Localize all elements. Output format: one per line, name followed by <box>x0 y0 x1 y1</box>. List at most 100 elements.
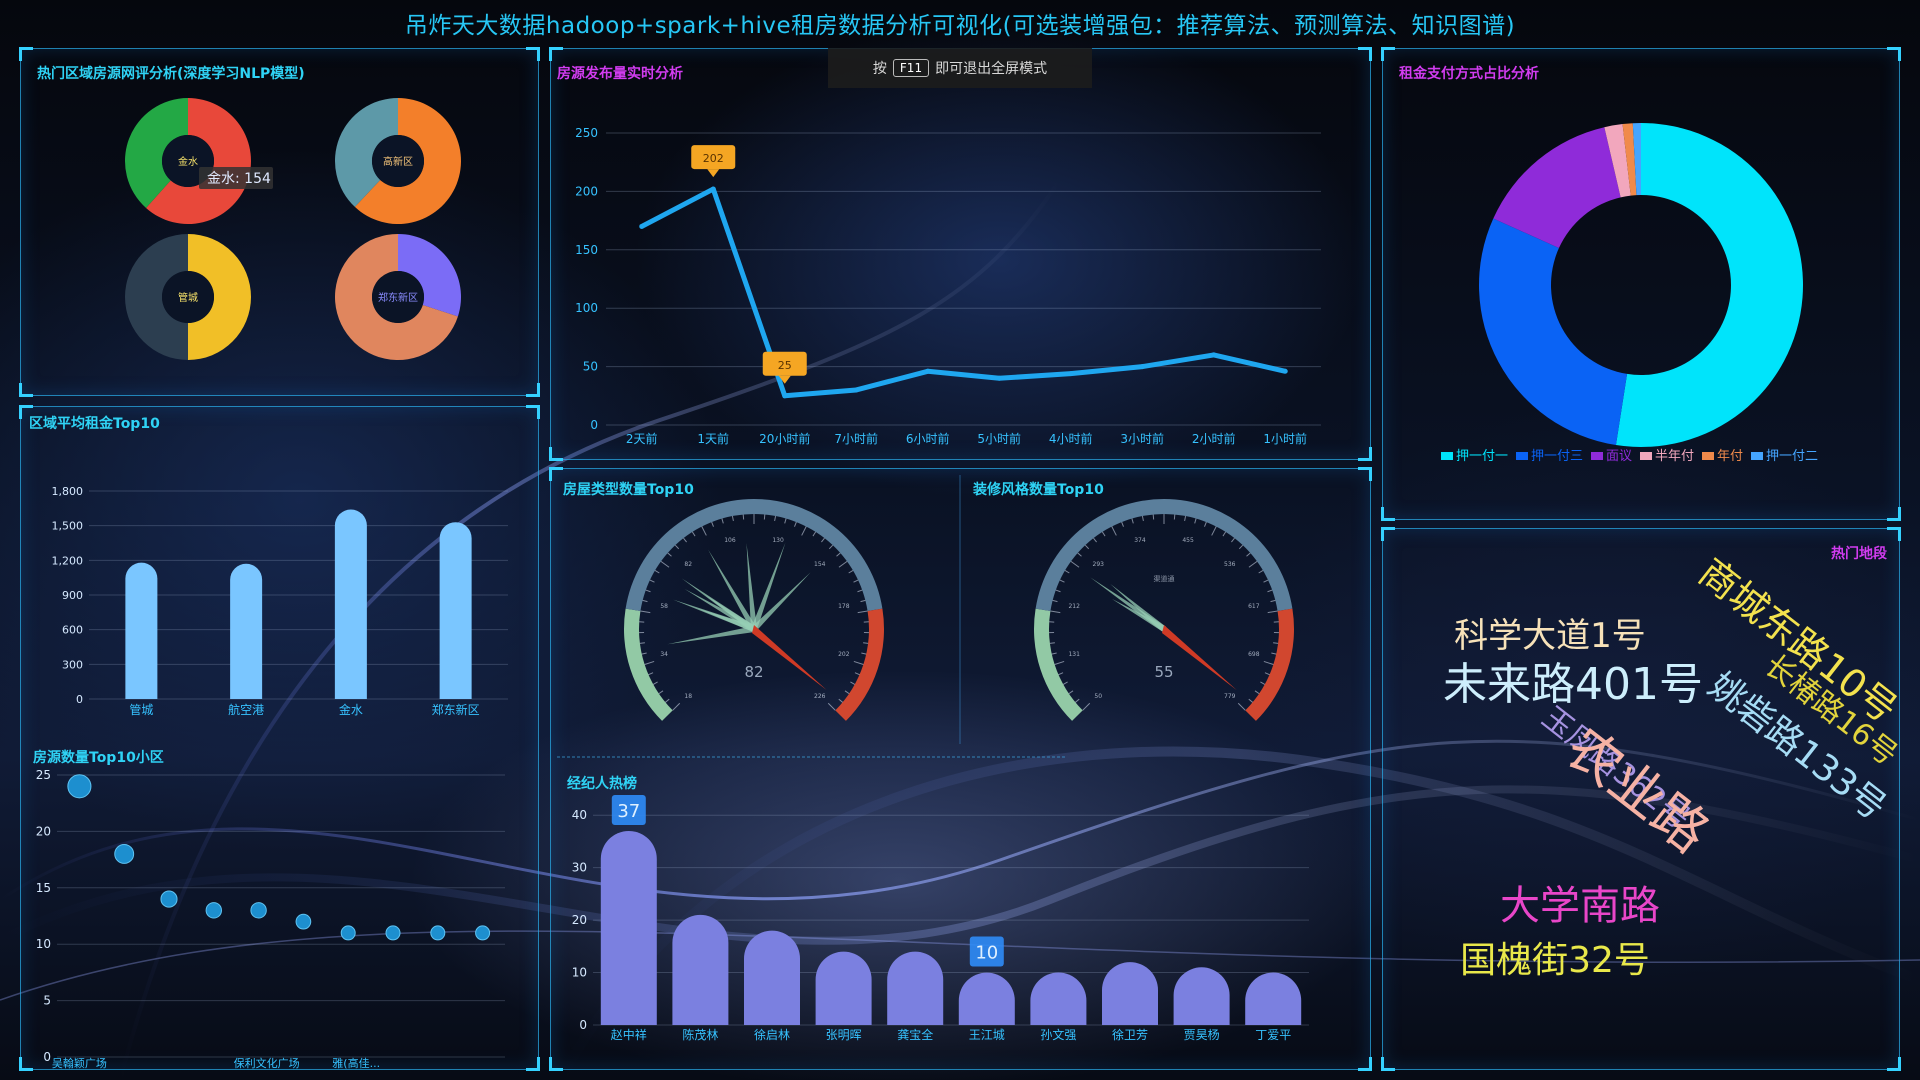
gauge-1-tick-38 <box>1267 589 1273 593</box>
payment-slice-3 <box>1604 124 1631 198</box>
agents-xtick-2: 徐启林 <box>754 1027 790 1042</box>
realtime-series-line <box>640 186 1286 399</box>
gauge-0-tick-46 <box>854 672 860 676</box>
realtime-point-3 <box>853 387 859 393</box>
gauge-0-ticklabel-1: 34 <box>660 651 668 658</box>
realtime-marker-pin-0 <box>707 169 720 178</box>
gauge-1-tick-19 <box>1101 531 1106 537</box>
rent-xtick-1: 航空港 <box>228 702 264 717</box>
payment-slice-2 <box>1493 127 1621 249</box>
gauge-1-tick-45 <box>1263 660 1274 666</box>
gauge-1-tick-12 <box>1055 589 1061 593</box>
gauge-0-tick-4 <box>648 672 654 676</box>
panel-title-realtime: 房源发布量实时分析 <box>557 66 683 82</box>
comm-ytick-1: 5 <box>43 994 51 1008</box>
agents-bar-7 <box>1102 962 1158 1025</box>
agents-marker-label-0: 37 <box>617 801 640 822</box>
agents-bar-3 <box>815 951 872 1025</box>
donut-1-hole <box>372 135 424 187</box>
realtime-point-7 <box>1139 364 1145 370</box>
gauge-0-tick-15 <box>660 561 670 568</box>
rent-ytick-4: 1,200 <box>52 554 84 567</box>
realtime-point-9 <box>1282 368 1288 374</box>
comm-xtick-6: 雅(高佳... <box>332 1056 380 1070</box>
gauge-1-ticklabel-4: 374 <box>1134 537 1146 544</box>
gauge-0-tick-21 <box>711 521 714 527</box>
donut-tooltip-box <box>199 167 273 189</box>
donut-tooltip-text: 金水: 154 <box>207 171 271 187</box>
realtime-point-1 <box>710 186 716 192</box>
payment-legend-label-4: 年付 <box>1717 449 1743 464</box>
agents-bar-1 <box>672 914 729 1025</box>
gauge-0-tick-14 <box>654 570 660 574</box>
realtime-marker-0 <box>691 145 736 170</box>
gauge-0-needle-4 <box>751 542 786 631</box>
rent-ytick-1: 300 <box>62 658 83 671</box>
gauge-0-tick-47 <box>850 681 856 685</box>
gauge-1-value: 55 <box>1154 663 1173 681</box>
realtime-point-2 <box>782 393 788 399</box>
gauge-1-tick-15 <box>1070 561 1080 568</box>
gauge-1-tick-5 <box>1054 660 1065 666</box>
panel-title-house-type: 房屋类型数量Top10 <box>563 482 694 498</box>
agents-bar-5 <box>958 972 1015 1025</box>
gauge-0-tick-29 <box>794 521 797 527</box>
realtime-xtick-4: 6小时前 <box>906 431 950 446</box>
gauge-0-tick-39 <box>860 599 866 603</box>
gauge-0-tick-17 <box>674 544 680 550</box>
donut-1-label: 高新区 <box>383 155 413 168</box>
fullscreen-hint-prefix: 按 <box>872 61 887 77</box>
gauge-0-value: 82 <box>744 663 763 681</box>
gauge-1-arc-mid <box>1035 499 1293 612</box>
gauge-1-tick-30 <box>1211 526 1217 536</box>
gauge-0-tick-50 <box>827 702 836 711</box>
rent-bar-0 <box>125 562 158 699</box>
agents-ytick-1: 10 <box>572 966 587 980</box>
donut-3-slice-1 <box>335 234 458 361</box>
realtime-marker-label-0: 202 <box>703 152 724 165</box>
gauge-1-tick-18 <box>1093 537 1097 543</box>
gauge-1-tick-13 <box>1059 579 1065 583</box>
realtime-xtick-2: 20小时前 <box>759 431 810 446</box>
page-title: 吊炸天大数据hadoop+spark+hive租房数据分析可视化(可选装增强包：… <box>404 13 1516 39</box>
gauge-1-ticklabel-7: 617 <box>1248 603 1260 610</box>
agents-bar-6 <box>1030 972 1087 1025</box>
comm-ytick-0: 0 <box>43 1050 51 1064</box>
gauge-1-tick-14 <box>1064 570 1070 574</box>
agents-bar-2 <box>744 930 800 1025</box>
gauge-1-tick-31 <box>1222 531 1227 537</box>
gauge-1-tick-47 <box>1260 681 1266 685</box>
gauge-1-tick-3 <box>1062 681 1068 685</box>
gauge-0-tick-30 <box>801 526 807 536</box>
agents-ytick-3: 30 <box>572 861 587 875</box>
agents-xtick-4: 龚宝全 <box>897 1027 933 1042</box>
realtime-point-4 <box>925 368 931 374</box>
gauge-1-needle-1 <box>1110 584 1166 632</box>
gauge-1-tick-16 <box>1077 552 1082 557</box>
gauge-1-ticklabel-6: 536 <box>1224 561 1236 568</box>
comm-point-9 <box>475 925 491 941</box>
gauge-0-tick-36 <box>848 570 854 574</box>
gauge-0-tick-48 <box>844 690 850 695</box>
gauge-0-tick-40 <box>857 610 868 614</box>
donut-0-slice-0 <box>146 98 251 225</box>
gauge-0-tick-33 <box>828 544 834 550</box>
gauge-0-arc-high <box>835 608 884 721</box>
realtime-ytick-1: 50 <box>583 360 598 374</box>
gauge-0-arc-low <box>624 608 673 721</box>
rent-ytick-2: 600 <box>62 624 83 637</box>
gauge-1-tick-46 <box>1264 672 1270 676</box>
gauge-0-tick-5 <box>644 660 655 666</box>
fullscreen-hint[interactable]: 按 F11 即可退出全屏模式 <box>828 48 1092 88</box>
payment-legend-label-0: 押一付一 <box>1456 449 1508 464</box>
gauge-0-ticklabel-6: 154 <box>814 561 826 568</box>
gauge-1-ticklabel-9: 779 <box>1224 693 1236 700</box>
agents-marker-label-1: 10 <box>975 943 998 964</box>
agents-marker-1 <box>969 936 1004 967</box>
gauge-0-tick-2 <box>658 690 664 695</box>
gauge-0-tick-7 <box>639 642 645 644</box>
panel-center-lower: 房屋类型数量Top10 装修风格数量Top10 经纪人热榜 18 34 58 82 10… <box>549 467 1372 1071</box>
gauge-1-ticklabel-0: 50 <box>1094 693 1102 700</box>
panel-hot-reviews: 热门区域房源网评分析(深度学习NLP模型) 金水 高新区 管城 郑东新区 金水: 154 <box>19 47 540 397</box>
